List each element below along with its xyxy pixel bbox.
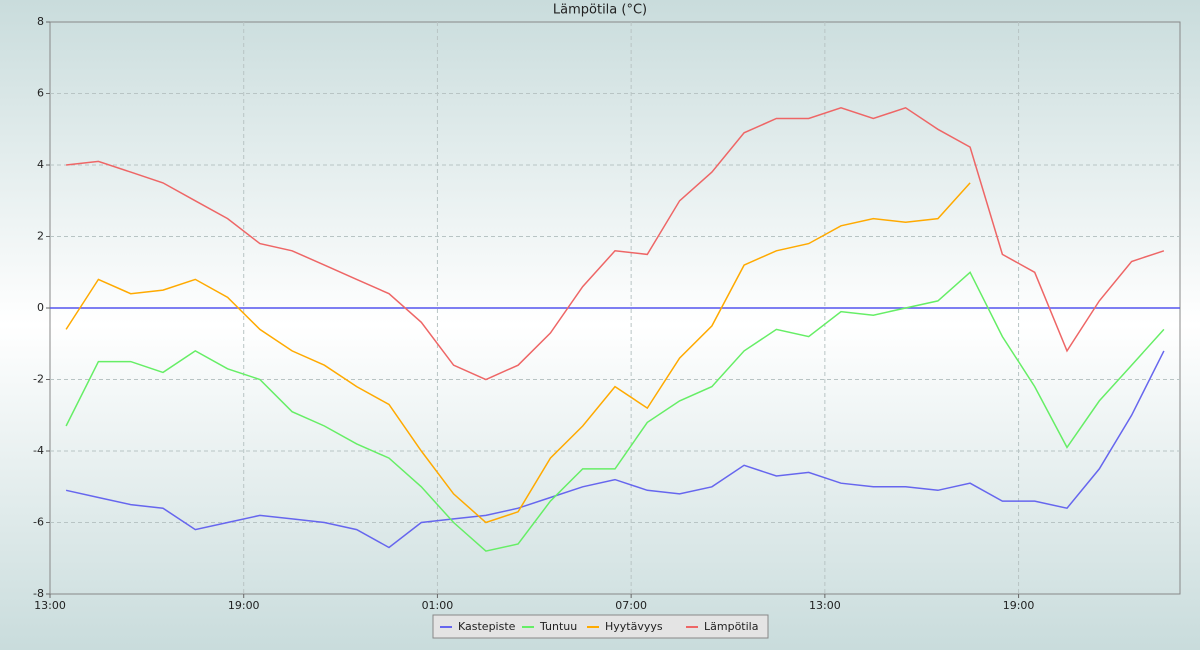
legend xyxy=(432,614,769,639)
y-tick-label: -2 xyxy=(33,373,44,386)
series-line xyxy=(65,350,1165,549)
x-tick-label: 19:00 xyxy=(228,599,260,612)
y-tick-label: -8 xyxy=(33,587,44,600)
y-tick-label: 2 xyxy=(37,230,44,243)
series-line xyxy=(65,271,1165,552)
y-tick-label: 0 xyxy=(37,301,44,314)
x-tick-label: 19:00 xyxy=(1003,599,1035,612)
x-tick-label: 07:00 xyxy=(615,599,647,612)
y-tick-label: 6 xyxy=(37,87,44,100)
chart-title: Lämpötila (°C) xyxy=(553,3,647,18)
series-line xyxy=(65,182,971,524)
legend-label: Lämpötila xyxy=(704,620,758,633)
legend-label: Tuntuu xyxy=(539,620,577,633)
x-tick-label: 13:00 xyxy=(34,599,66,612)
y-tick-label: -4 xyxy=(33,444,44,457)
y-tick-label: 8 xyxy=(37,15,44,28)
x-tick-label: 13:00 xyxy=(809,599,841,612)
y-tick-label: 4 xyxy=(37,158,44,171)
x-tick-label: 01:00 xyxy=(422,599,454,612)
legend-label: Hyytävyys xyxy=(605,620,663,633)
legend-label: Kastepiste xyxy=(458,620,516,633)
y-tick-label: -6 xyxy=(33,516,44,529)
series-line xyxy=(66,106,1165,381)
